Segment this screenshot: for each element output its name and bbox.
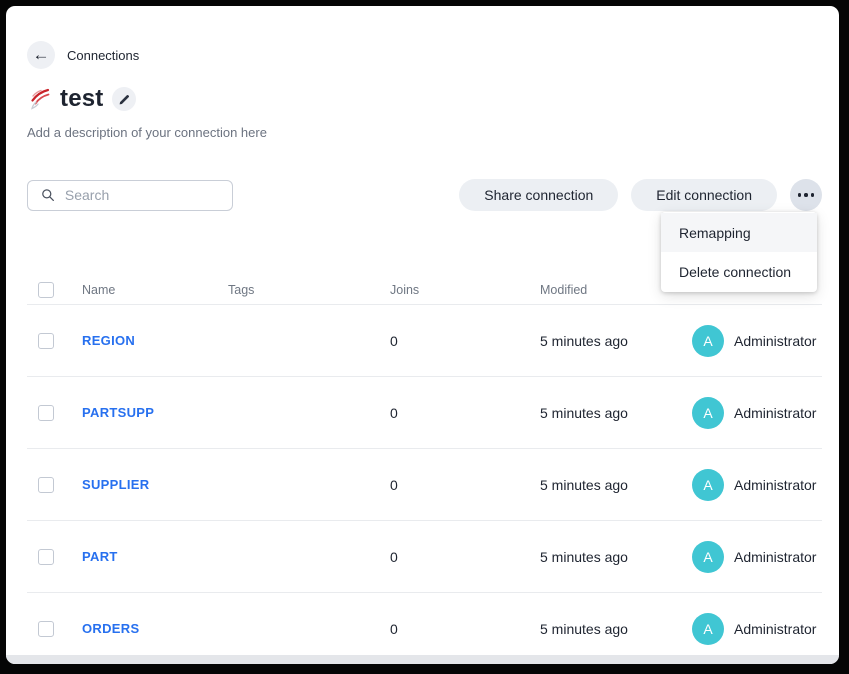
table-name-link[interactable]: REGION [82, 332, 136, 348]
author-name: Administrator [734, 476, 817, 493]
author-name: Administrator [734, 548, 817, 565]
action-buttons: Share connection Edit connection [459, 179, 822, 211]
search-box[interactable] [27, 179, 233, 211]
more-options-menu: Remapping Delete connection [661, 212, 817, 292]
horizontal-scrollbar-track[interactable] [6, 655, 839, 664]
row-checkbox[interactable] [38, 332, 54, 349]
rename-button[interactable] [112, 87, 137, 111]
edit-connection-button[interactable]: Edit connection [631, 179, 777, 211]
column-header-modified[interactable]: Modified [540, 282, 588, 297]
row-modified: 5 minutes ago [540, 404, 628, 421]
author-name: Administrator [734, 332, 817, 349]
ellipsis-icon [797, 193, 802, 197]
pencil-icon [119, 94, 130, 104]
author-avatar: A [692, 396, 724, 429]
author-avatar: A [692, 612, 724, 645]
column-header-name[interactable]: Name [82, 282, 116, 297]
sql-server-connection-icon [27, 87, 51, 111]
author-avatar: A [692, 324, 724, 357]
table-row: PART 0 5 minutes ago A Administrator [27, 521, 822, 593]
menu-item-delete-connection[interactable]: Delete connection [679, 263, 792, 280]
table-row: SUPPLIER 0 5 minutes ago A Administrator [27, 449, 822, 521]
author-name: Administrator [734, 404, 817, 421]
row-modified: 5 minutes ago [540, 332, 628, 349]
table-name-link[interactable]: SUPPLIER [82, 476, 150, 492]
back-button[interactable]: ← [27, 41, 55, 69]
author-avatar: A [692, 540, 724, 573]
column-header-joins[interactable]: Joins [390, 282, 420, 297]
connection-detail-page: ← Connections test [6, 6, 839, 664]
connection-description[interactable]: Add a description of your connection her… [27, 125, 267, 140]
column-header-tags[interactable]: Tags [228, 282, 255, 297]
breadcrumb: ← Connections [27, 6, 822, 69]
row-checkbox[interactable] [38, 548, 54, 565]
table-header-row: Name Tags Joins Modified [27, 275, 822, 305]
table-name-link[interactable]: ORDERS [82, 620, 140, 636]
row-joins: 0 [390, 620, 398, 637]
page-title: test [60, 85, 104, 112]
author-name: Administrator [734, 620, 817, 637]
menu-item-remapping[interactable]: Remapping [661, 213, 817, 252]
search-input[interactable] [64, 187, 222, 203]
table-row: ORDERS 0 5 minutes ago A Administrator [27, 593, 822, 664]
author-avatar: A [692, 468, 724, 501]
more-options-button[interactable] [790, 179, 822, 211]
tables-list: Name Tags Joins Modified REGION 0 5 minu… [27, 275, 822, 664]
select-all-checkbox[interactable] [38, 281, 54, 298]
share-connection-button[interactable]: Share connection [459, 179, 619, 211]
row-joins: 0 [390, 548, 398, 565]
table-name-link[interactable]: PARTSUPP [82, 404, 155, 420]
search-icon [42, 189, 54, 202]
table-body: REGION 0 5 minutes ago A Administrator P… [27, 305, 822, 664]
toolbar: Share connection Edit connection [27, 179, 822, 211]
breadcrumb-label: Connections [67, 47, 140, 63]
row-checkbox[interactable] [38, 476, 54, 493]
back-arrow-icon: ← [32, 45, 50, 64]
row-checkbox[interactable] [38, 404, 54, 421]
table-row: PARTSUPP 0 5 minutes ago A Administrator [27, 377, 822, 449]
row-modified: 5 minutes ago [540, 548, 628, 565]
table-row: REGION 0 5 minutes ago A Administrator [27, 305, 822, 377]
row-joins: 0 [390, 332, 398, 349]
row-modified: 5 minutes ago [540, 476, 628, 493]
row-modified: 5 minutes ago [540, 620, 628, 637]
title-row: test [27, 84, 822, 114]
row-joins: 0 [390, 476, 398, 493]
row-joins: 0 [390, 404, 398, 421]
row-checkbox[interactable] [38, 620, 54, 637]
table-name-link[interactable]: PART [82, 548, 118, 564]
